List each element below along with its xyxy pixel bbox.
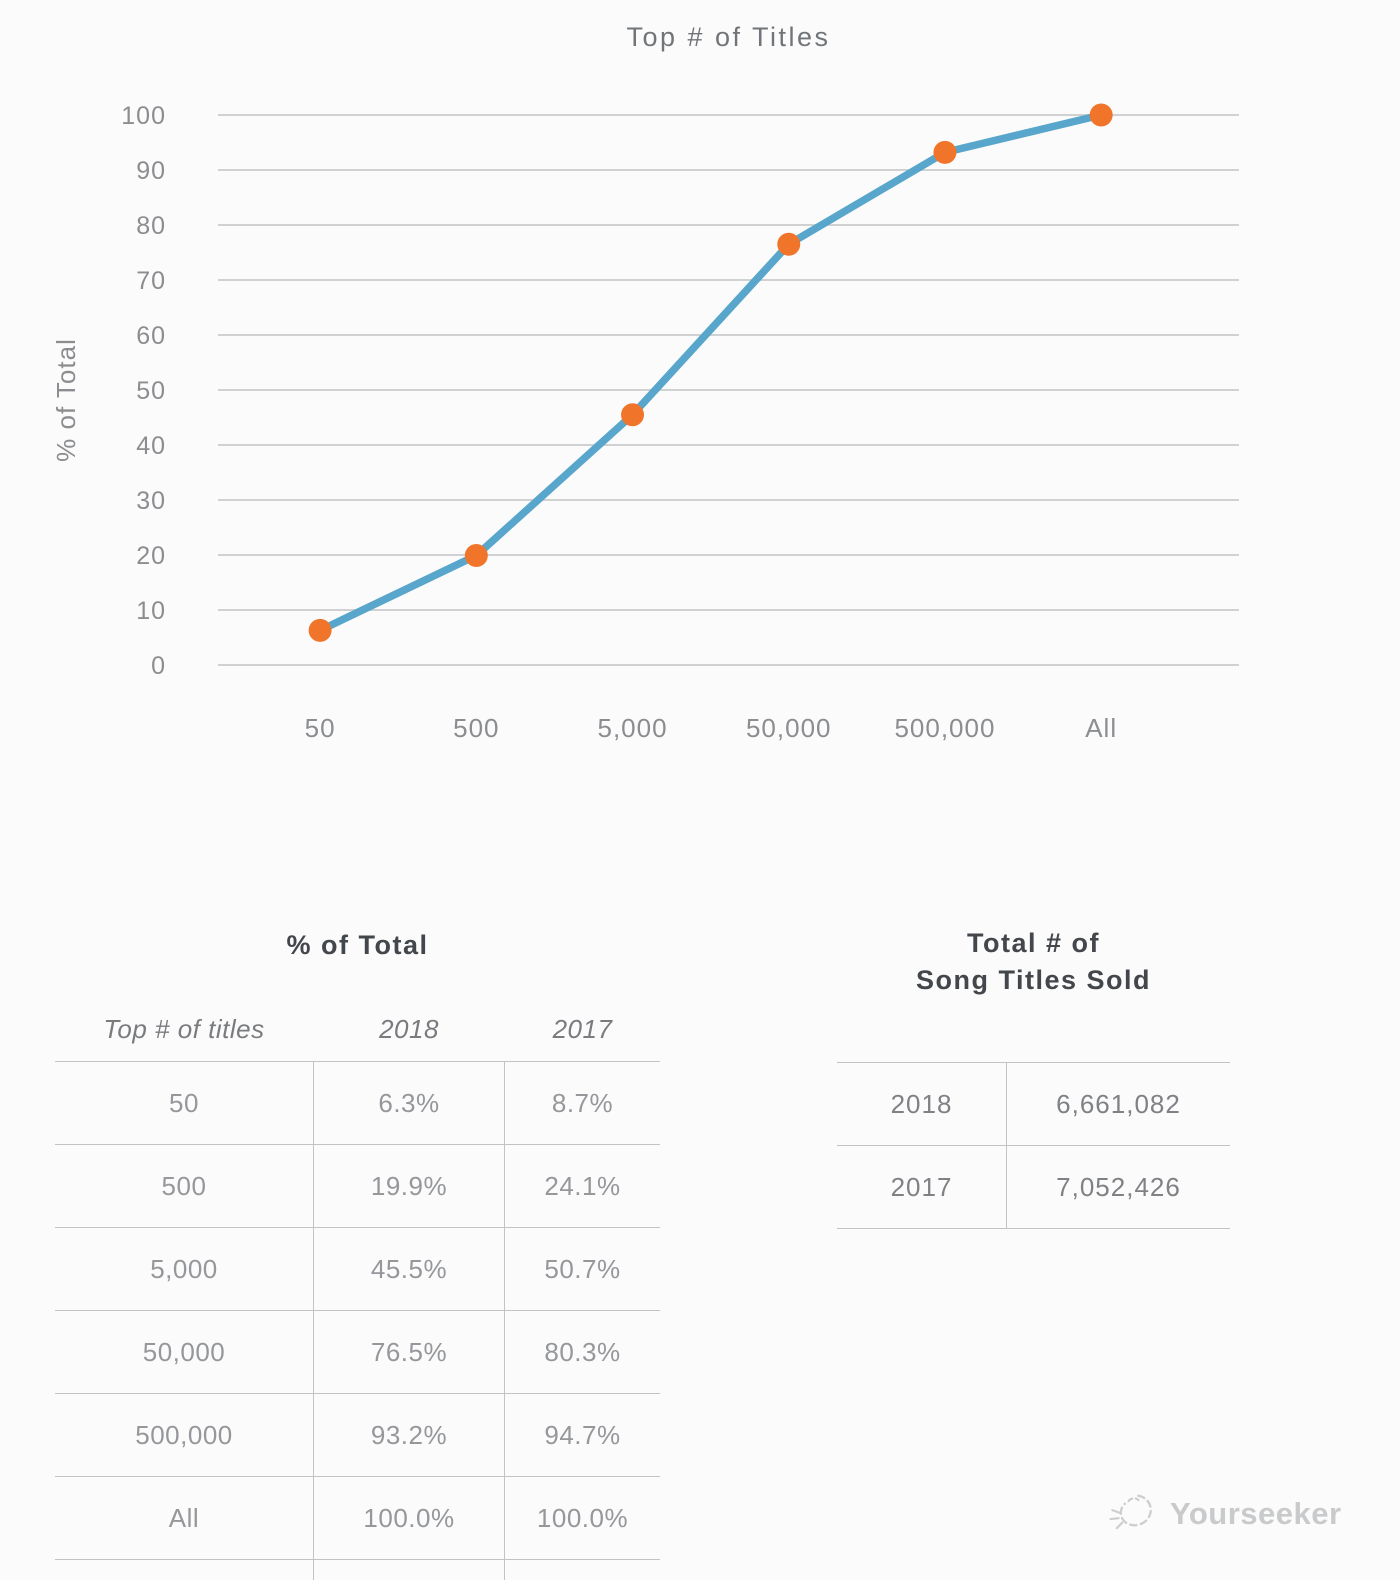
table-cell: 8.7% [505,1062,660,1145]
data-point-marker [464,544,488,568]
x-tick-label: 5,000 [597,713,667,743]
y-tick-label: 0 [151,652,166,680]
y-tick-label: 90 [136,157,166,185]
table-cell: 100.0% [313,1477,505,1560]
y-axis-title: % of Total [51,338,81,462]
table-cell-year: 2017 [837,1146,1007,1229]
column-header-top-titles: Top # of titles [55,998,313,1062]
table-cell: 5,000 [55,1228,313,1311]
x-tick-label: 500 [453,713,499,743]
column-header-2018: 2018 [313,998,505,1062]
x-tick-label: 50 [305,713,336,743]
table-cell: 50.7% [505,1228,660,1311]
data-point-marker [621,403,645,427]
percent-of-total-table: Top # of titles 2018 2017 50 6.3% 8.7% 5… [55,998,660,1580]
titles-sold-table-title: Total # of Song Titles Sold [837,925,1230,999]
table-cell: 94.7% [505,1394,660,1477]
x-tick-label: All [1085,713,1117,743]
table-cell-total: 7,052,426 [1007,1146,1230,1229]
table-cell-year: 2018 [837,1063,1007,1146]
table-divider-tail [505,1560,660,1580]
table-cell: 6.3% [313,1062,505,1145]
table-cell: 93.2% [313,1394,505,1477]
table-cell: 24.1% [505,1145,660,1228]
y-tick-label: 50 [136,377,166,405]
y-tick-label: 80 [136,212,166,240]
y-tick-label: 60 [136,322,166,350]
table-cell: 19.9% [313,1145,505,1228]
table-divider-tail [313,1560,505,1580]
line-chart: 0 10 20 30 40 50 60 70 80 90 100 50 500 5,000 50,000 50… [51,22,1239,743]
table-cell: 50,000 [55,1311,313,1394]
table-divider-tail [55,1560,313,1580]
yourseeker-doodle-icon [1106,1486,1160,1541]
table-cell: 45.5% [313,1228,505,1311]
table-cell: 80.3% [505,1311,660,1394]
table-cell: All [55,1477,313,1560]
watermark: Yourseeker [1106,1486,1342,1541]
y-tick-label: 10 [136,597,166,625]
table-cell: 100.0% [505,1477,660,1560]
y-tick-label: 100 [121,102,166,130]
titles-sold-title-line2: Song Titles Sold [915,965,1152,995]
x-tick-label: 50,000 [746,713,832,743]
series-line [316,111,1105,635]
titles-sold-table: 2018 6,661,082 2017 7,052,426 [837,1062,1230,1229]
table-cell: 76.5% [313,1311,505,1394]
data-point-marker [308,618,332,642]
x-tick-label: 500,000 [894,713,995,743]
titles-sold-title-line1: Total # of [967,928,1100,958]
table-cell: 500,000 [55,1394,313,1477]
y-tick-label: 70 [136,267,166,295]
table-cell: 50 [55,1062,313,1145]
percent-table-title: % of Total [286,930,429,960]
data-point-marker [1089,103,1113,127]
chart-title: Top # of Titles [626,22,830,52]
column-header-2017: 2017 [505,998,660,1062]
table-cell: 500 [55,1145,313,1228]
data-point-marker [777,232,801,256]
watermark-label: Yourseeker [1170,1495,1342,1531]
y-tick-label: 30 [136,487,166,515]
y-tick-label: 40 [136,432,166,460]
table-cell-total: 6,661,082 [1007,1063,1230,1146]
data-point-marker [933,140,957,164]
y-tick-label: 20 [136,542,166,570]
